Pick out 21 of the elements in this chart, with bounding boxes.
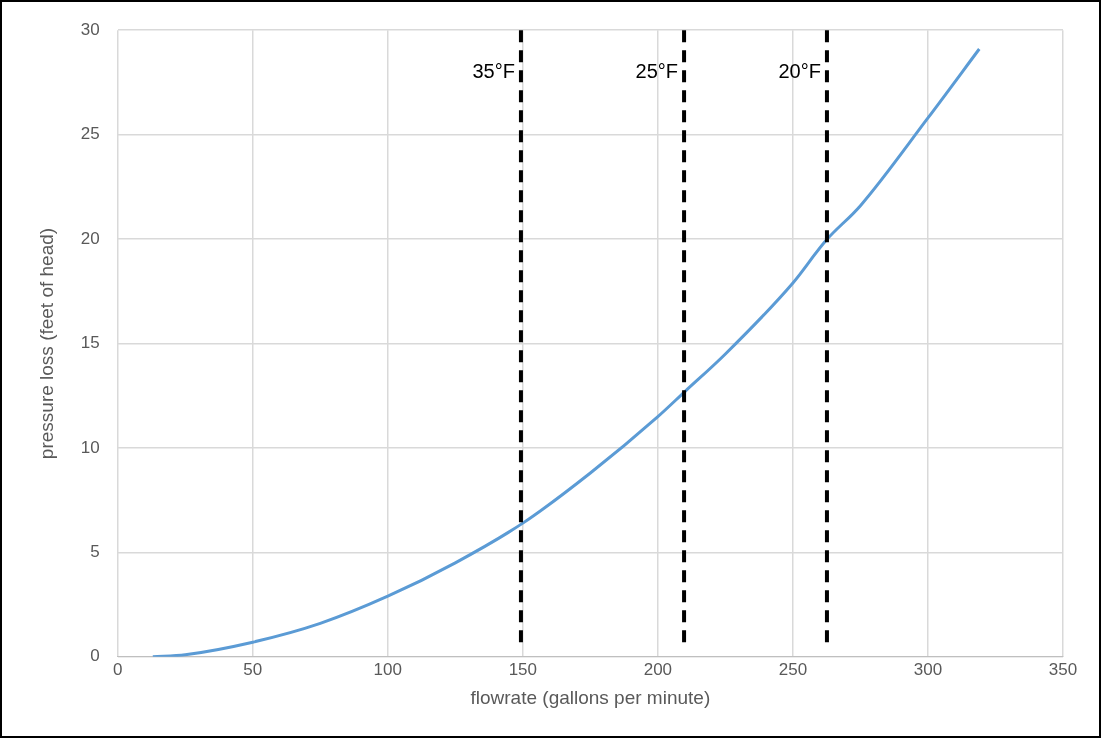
y-tick-label: 25 [80, 124, 100, 144]
x-tick-label: 0 [112, 659, 123, 679]
x-tick-label: 100 [373, 659, 402, 679]
ref-line-label: 25°F [635, 59, 679, 82]
x-tick-label: 150 [508, 659, 538, 679]
y-tick-label: 20 [80, 228, 100, 248]
x-tick-label: 300 [913, 659, 943, 679]
x-tick-label: 50 [243, 659, 263, 679]
y-tick-label: 10 [80, 437, 100, 457]
y-tick-label: 5 [90, 542, 100, 562]
line-series [151, 47, 981, 657]
ref-line-label: 35°F [472, 59, 515, 82]
y-tick-label: 30 [80, 19, 100, 39]
y-axis-title: pressure loss (feet of head) [35, 227, 57, 460]
y-tick-label: 0 [90, 646, 100, 666]
x-axis-title: flowrate (gallons per minute) [470, 686, 711, 708]
x-tick-label: 200 [643, 659, 673, 679]
ref-line-label: 20°F [778, 59, 821, 82]
x-tick-label: 250 [778, 659, 808, 679]
x-tick-label: 350 [1048, 659, 1078, 679]
y-tick-label: 15 [80, 333, 100, 353]
